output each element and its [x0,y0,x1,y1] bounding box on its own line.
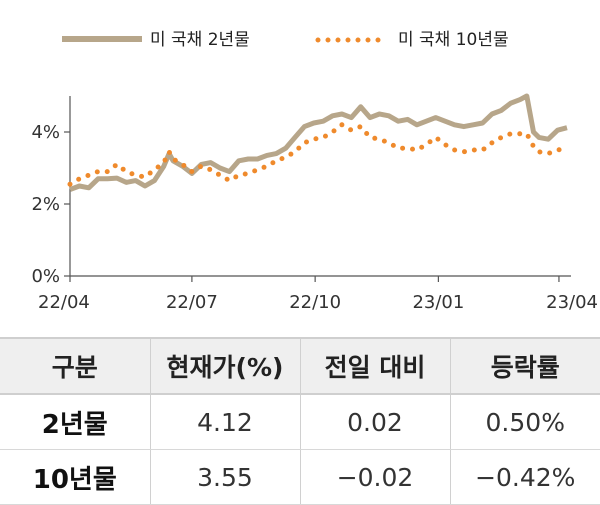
legend-label-10y: 미 국채 10년물 [398,30,509,50]
x-tick-label: 22/10 [289,292,341,313]
row-change-rate: −0.42% [449,449,600,505]
x-tick-label: 22/07 [166,292,218,313]
header-change: 전일 대비 [299,337,450,395]
series-ust-10y [67,121,570,187]
series-line-2y [69,93,568,192]
yield-chart: 미 국채 2년물 미 국채 10년물 0% 2% 4% 22/04 22/07 22/10 2… [31,30,598,313]
row-change-rate: 0.50% [449,394,600,450]
table-row: 10년물 3.55 −0.02 −0.42% [0,449,600,505]
y-tick-label: 4% [31,122,60,143]
table-header-row: 구분 현재가(%) 전일 대비 등락률 [0,337,600,395]
y-tick-label: 0% [31,266,60,287]
legend: 미 국채 2년물 미 국채 10년물 [62,30,509,50]
row-name: 2년물 [0,394,150,450]
yield-summary-table: 구분 현재가(%) 전일 대비 등락률 2년물 4.12 0.02 0.50% … [0,337,600,505]
header-price: 현재가(%) [149,337,300,395]
y-tick-label: 2% [31,194,60,215]
header-change-rate: 등락률 [449,337,600,395]
row-price: 4.12 [149,394,300,450]
series-ust-2y [69,93,568,192]
legend-label-2y: 미 국채 2년물 [150,30,250,50]
x-tick-label: 23/04 [546,292,598,313]
row-change: 0.02 [299,394,450,450]
series-layer [67,93,570,192]
axes: 0% 2% 4% 22/04 22/07 22/10 23/01 23/04 [31,96,598,313]
x-tick-label: 23/01 [412,292,464,313]
x-tick-label: 22/04 [38,292,90,313]
header-category: 구분 [0,337,150,395]
table-row: 2년물 4.12 0.02 0.50% [0,394,600,450]
row-price: 3.55 [149,449,300,505]
row-name: 10년물 [0,449,150,505]
series-line-10y [67,121,570,187]
row-change: −0.02 [299,449,450,505]
